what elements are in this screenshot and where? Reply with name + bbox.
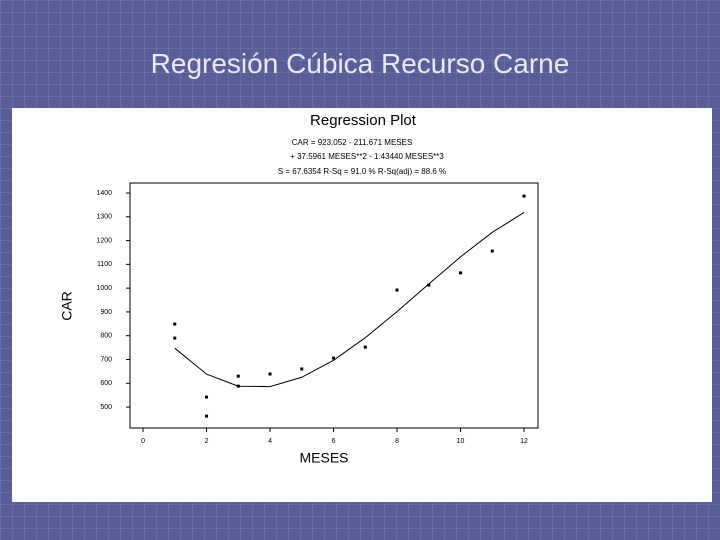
data-point xyxy=(490,249,494,253)
equation: CAR = 923.052 - 211.671 MESES xyxy=(292,138,413,147)
y-tick-label: 700 xyxy=(100,356,112,363)
equation: + 37.5961 MESES**2 - 1.43440 MESES**3 xyxy=(290,152,444,161)
chart: Regression Plot CAR = 923.052 - 211.671 … xyxy=(12,108,712,502)
y-tick-label: 1300 xyxy=(96,214,112,221)
data-point xyxy=(205,414,209,418)
x-tick-label: 8 xyxy=(395,438,399,445)
data-point xyxy=(427,283,431,287)
y-axis-label: CAR xyxy=(59,291,75,321)
x-tick-label: 12 xyxy=(520,438,528,445)
y-tick-label: 800 xyxy=(100,333,112,340)
y-tick-label: 1100 xyxy=(97,261,112,268)
y-tick-label: 1000 xyxy=(96,285,112,292)
data-point xyxy=(236,374,240,378)
data-point xyxy=(300,367,304,371)
data-point xyxy=(522,194,526,198)
x-tick-label: 4 xyxy=(268,438,272,445)
y-tick-label: 900 xyxy=(100,309,112,316)
x-tick-label: 2 xyxy=(205,438,209,445)
fit-line xyxy=(174,212,525,388)
data-point xyxy=(395,288,399,292)
data-point xyxy=(173,322,177,326)
x-axis-label: MESES xyxy=(299,450,348,466)
chart-title: Regression Plot xyxy=(310,112,417,129)
plot-frame xyxy=(129,182,539,429)
x-tick-label: 6 xyxy=(332,438,336,445)
y-tick-label: 1200 xyxy=(96,237,112,244)
data-point xyxy=(205,395,209,399)
data-point xyxy=(459,271,463,275)
data-point xyxy=(173,336,177,340)
slide-title: Regresión Cúbica Recurso Carne xyxy=(150,48,570,79)
data-point xyxy=(332,356,336,360)
y-tick-label: 500 xyxy=(100,404,112,411)
data-point xyxy=(363,345,367,349)
y-tick-label: 1400 xyxy=(96,190,112,197)
x-tick-label: 0 xyxy=(141,438,145,445)
x-tick-label: 10 xyxy=(457,438,465,445)
y-tick-label: 600 xyxy=(100,380,112,387)
fit-stats: S = 67.6354 R-Sq = 91.0 % R-Sq(adj) = 88… xyxy=(278,167,446,176)
data-point xyxy=(268,372,272,376)
